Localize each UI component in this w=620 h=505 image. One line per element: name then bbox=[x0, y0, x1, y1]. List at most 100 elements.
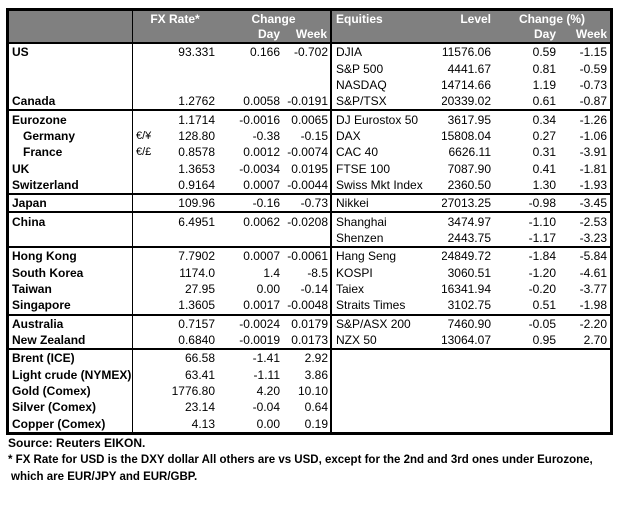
equity-name-cell: CAC 40 bbox=[330, 144, 442, 161]
market-row: Canada 1.2762 0.0058 -0.0191 S&P/TSX 203… bbox=[9, 93, 610, 110]
fx-rate-cell: 4.13 bbox=[191, 416, 215, 431]
fx-day-change-cell: 0.0012 bbox=[243, 145, 280, 160]
equities-week-header: Week bbox=[575, 27, 607, 42]
equity-level-cell: 7087.90 bbox=[447, 161, 491, 176]
fx-rate-cell: 1776.80 bbox=[171, 384, 215, 399]
fx-country-cell bbox=[9, 76, 133, 94]
fx-pair-symbol-cell bbox=[133, 195, 161, 211]
fx-week-change-cell: 10.10 bbox=[297, 384, 328, 399]
fx-day-change-cell: 0.166 bbox=[249, 45, 280, 60]
market-row: NASDAQ 14714.66 1.19 -0.73 bbox=[9, 76, 610, 94]
fx-week-change-cell: 0.19 bbox=[304, 416, 328, 431]
market-row: South Korea 1174.0 1.4 -8.5 KOSPI 3060.5… bbox=[9, 264, 610, 281]
fx-rate-cell: 128.80 bbox=[178, 128, 215, 143]
equity-level-cell: 3102.75 bbox=[447, 298, 491, 313]
fx-pair-symbol-cell bbox=[133, 213, 161, 229]
equity-week-change-cell bbox=[559, 399, 610, 415]
fx-rate-cell: 63.41 bbox=[184, 367, 215, 382]
fx-country-cell: Copper (Comex) bbox=[9, 415, 133, 432]
fx-week-change-cell: -0.0044 bbox=[287, 177, 328, 192]
equity-week-change-cell: -2.53 bbox=[579, 214, 607, 229]
fx-day-change-cell: 4.20 bbox=[256, 384, 280, 399]
fx-week-change-cell: -0.0208 bbox=[287, 214, 328, 229]
equity-week-change-cell bbox=[559, 350, 610, 366]
equity-level-cell: 14714.66 bbox=[442, 77, 491, 92]
equity-week-change-cell: -5.84 bbox=[579, 249, 607, 264]
fx-country-cell: Japan bbox=[9, 195, 133, 212]
market-row: Silver (Comex) 23.14 -0.04 0.64 bbox=[9, 399, 610, 416]
fx-week-change-cell: 0.0065 bbox=[291, 112, 328, 127]
fx-country-cell: Canada bbox=[9, 93, 133, 110]
fx-rate-cell: 7.7902 bbox=[178, 249, 215, 264]
equity-day-change-cell bbox=[494, 399, 559, 415]
fx-pair-symbol-cell bbox=[133, 297, 161, 313]
equity-week-change-cell bbox=[559, 416, 610, 432]
equity-name-cell: Taiex bbox=[330, 280, 442, 298]
fx-rate-cell: 6.4951 bbox=[178, 214, 215, 229]
fx-pair-symbol-cell bbox=[133, 160, 161, 176]
fx-day-change-cell: 1.4 bbox=[263, 265, 280, 280]
fx-day-change-cell: -1.11 bbox=[253, 367, 280, 382]
header-row-sub: Day Week Day Week bbox=[9, 26, 610, 42]
equity-week-change-cell: -1.06 bbox=[579, 128, 607, 143]
fx-day-change-cell: -0.0016 bbox=[239, 112, 280, 127]
fx-pair-symbol-cell bbox=[133, 44, 161, 60]
fx-pair-symbol-cell bbox=[133, 281, 161, 297]
fx-day-change-cell bbox=[217, 77, 283, 93]
equity-week-change-cell: -2.20 bbox=[579, 316, 607, 331]
fx-footnote: * FX Rate for USD is the DXY dollar All … bbox=[8, 452, 614, 486]
fx-day-change-cell: 0.0062 bbox=[243, 214, 280, 229]
market-row: Hong Kong 7.7902 0.0007 -0.0061 Hang Sen… bbox=[9, 246, 610, 265]
market-data-table: FX Rate* Change Equities Level Change (%… bbox=[6, 8, 613, 435]
fx-day-change-cell: 0.00 bbox=[256, 281, 280, 296]
equity-day-change-cell: -0.20 bbox=[528, 281, 556, 296]
equity-day-change-cell: 0.51 bbox=[532, 298, 556, 313]
fx-pair-symbol-cell bbox=[133, 93, 161, 109]
fx-day-change-cell: -0.0019 bbox=[239, 333, 280, 348]
market-row: Copper (Comex) 4.13 0.00 0.19 bbox=[9, 415, 610, 432]
fx-pair-symbol-cell bbox=[133, 77, 161, 93]
equity-level-cell bbox=[442, 367, 494, 383]
equity-name-cell: Shenzen bbox=[330, 229, 442, 247]
fx-country-cell: Hong Kong bbox=[9, 248, 133, 265]
equity-level-cell: 15808.04 bbox=[442, 128, 491, 143]
fx-pair-symbol-cell bbox=[133, 177, 161, 193]
market-row: Japan 109.96 -0.16 -0.73 Nikkei 27013.25… bbox=[9, 193, 610, 212]
fx-country-cell: Eurozone bbox=[9, 111, 133, 128]
equity-day-change-cell: 0.59 bbox=[532, 45, 556, 60]
equity-name-cell: Hang Seng bbox=[330, 248, 442, 265]
equity-level-cell bbox=[442, 350, 494, 366]
equity-name-cell: S&P 500 bbox=[330, 60, 442, 77]
equity-name-cell: NASDAQ bbox=[330, 76, 442, 94]
table-body: US 93.331 0.166 -0.702 DJIA 11576.06 0.5… bbox=[9, 44, 610, 432]
market-row: Brent (ICE) 66.58 -1.41 2.92 bbox=[9, 348, 610, 367]
market-row: Singapore 1.3605 0.0017 -0.0048 Straits … bbox=[9, 297, 610, 314]
equity-name-cell: S&P/TSX bbox=[330, 93, 442, 110]
fx-pair-symbol-cell bbox=[133, 399, 161, 415]
equity-week-change-cell: -3.91 bbox=[579, 145, 607, 160]
fx-week-change-cell: -0.73 bbox=[300, 196, 328, 211]
fx-rate-cell: 0.7157 bbox=[178, 316, 215, 331]
equities-header: Equities bbox=[330, 11, 442, 27]
fx-day-change-cell: -0.04 bbox=[252, 400, 280, 415]
fx-pair-symbol-cell bbox=[133, 60, 161, 76]
equity-day-change-cell: 1.19 bbox=[532, 77, 556, 92]
market-row: Australia 0.7157 -0.0024 0.0179 S&P/ASX … bbox=[9, 313, 610, 332]
equity-level-cell: 2360.50 bbox=[447, 177, 491, 192]
equities-day-header: Day bbox=[533, 27, 556, 42]
fx-pair-symbol-cell bbox=[133, 111, 161, 127]
header-row-top: FX Rate* Change Equities Level Change (%… bbox=[9, 11, 610, 27]
equity-name-cell: DJ Eurostox 50 bbox=[330, 111, 442, 128]
market-row: Switzerland 0.9164 0.0007 -0.0044 Swiss … bbox=[9, 176, 610, 194]
table-footer: Source: Reuters EIKON. * FX Rate for USD… bbox=[8, 435, 614, 486]
fx-country-cell: China bbox=[9, 213, 133, 230]
market-row: Light crude (NYMEX) 63.41 -1.11 3.86 bbox=[9, 366, 610, 383]
fx-day-change-cell: 0.0017 bbox=[243, 298, 280, 313]
equity-level-cell: 20339.02 bbox=[442, 94, 491, 109]
fx-week-change-cell: -0.15 bbox=[300, 128, 328, 143]
fx-country-cell: South Korea bbox=[9, 264, 133, 281]
fx-name-subheader-blank bbox=[9, 26, 133, 42]
fx-pair-symbol-cell bbox=[133, 383, 161, 399]
equity-week-change-cell bbox=[559, 367, 610, 383]
